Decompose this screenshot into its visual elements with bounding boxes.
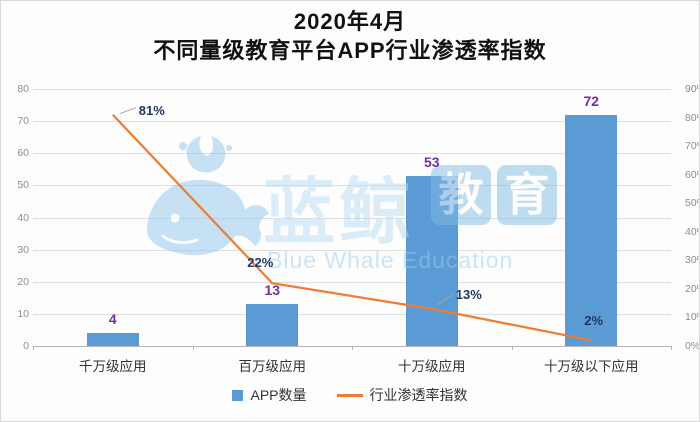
- y-axis-right-tick-label: 80%: [685, 111, 699, 124]
- bar-value-label: 13: [264, 282, 281, 299]
- chart-title-line1: 2020年4月: [293, 9, 407, 34]
- line-point-label: 13%: [455, 286, 482, 302]
- y-axis-right-tick-label: 40%: [685, 225, 699, 238]
- y-axis-right-tick-label: 20%: [685, 282, 699, 295]
- bar: [86, 333, 139, 346]
- y-axis-left-tick-label: 50: [17, 179, 29, 192]
- line-point-label: 2%: [584, 313, 604, 329]
- y-axis-right-tick-label: 50%: [685, 197, 699, 210]
- bar-value-label: 53: [423, 153, 440, 170]
- y-axis-right-tick-label: 90%: [685, 83, 699, 95]
- label-leader-line: [119, 107, 136, 115]
- x-axis-tick: [352, 346, 353, 350]
- category-label: 千万级应用: [79, 359, 147, 374]
- bar-value-label: 4: [108, 311, 117, 328]
- legend-item-penetration: 行业渗透率指数: [336, 385, 468, 405]
- category-label: 十万级应用: [398, 359, 466, 374]
- y-axis-right-tick-label: 30%: [685, 254, 699, 267]
- legend-label-penetration: 行业渗透率指数: [369, 387, 468, 403]
- line-point-label: 22%: [247, 255, 274, 271]
- chart-title-line2: 不同量级教育平台APP行业渗透率指数: [153, 38, 547, 63]
- y-axis-left-tick-label: 80: [17, 83, 29, 95]
- chart-title: 2020年4月 不同量级教育平台APP行业渗透率指数: [1, 7, 699, 65]
- y-axis-left-tick-label: 0: [23, 340, 29, 352]
- y-axis-right-tick-label: 70%: [685, 140, 699, 153]
- y-axis-left-tick-label: 20: [17, 275, 29, 288]
- x-axis-tick: [671, 346, 672, 350]
- y-axis-right-tick-label: 10%: [685, 311, 699, 324]
- line-point-label: 81%: [138, 102, 165, 118]
- x-axis-tick: [511, 346, 513, 350]
- trend-line: [111, 113, 592, 342]
- legend-label-app-count: APP数量: [250, 387, 307, 403]
- bar: [246, 304, 299, 346]
- y-axis-right-tick-label: 0%: [685, 340, 700, 352]
- bar-series-swatch-icon: [232, 389, 244, 401]
- y-axis-left-tick-label: 70: [17, 115, 29, 128]
- legend-item-app-count: APP数量: [232, 385, 307, 405]
- bar-value-label: 72: [583, 92, 600, 109]
- y-axis-left-tick-label: 60: [17, 147, 29, 160]
- x-axis-tick: [33, 346, 34, 350]
- bar: [565, 114, 618, 346]
- category-label: 十万级以下应用: [544, 359, 639, 374]
- bar: [405, 175, 458, 346]
- gridline: [33, 89, 671, 90]
- chart-legend: APP数量 行业渗透率指数: [1, 385, 699, 405]
- y-axis-left-tick-label: 30: [17, 243, 29, 256]
- y-axis-left-tick-label: 10: [17, 307, 29, 320]
- x-axis-tick: [192, 346, 194, 350]
- line-series-swatch-icon: [336, 393, 363, 397]
- category-label: 百万级应用: [238, 359, 307, 374]
- y-axis-right-tick-label: 60%: [685, 168, 699, 181]
- y-axis-left-tick-label: 40: [17, 211, 29, 224]
